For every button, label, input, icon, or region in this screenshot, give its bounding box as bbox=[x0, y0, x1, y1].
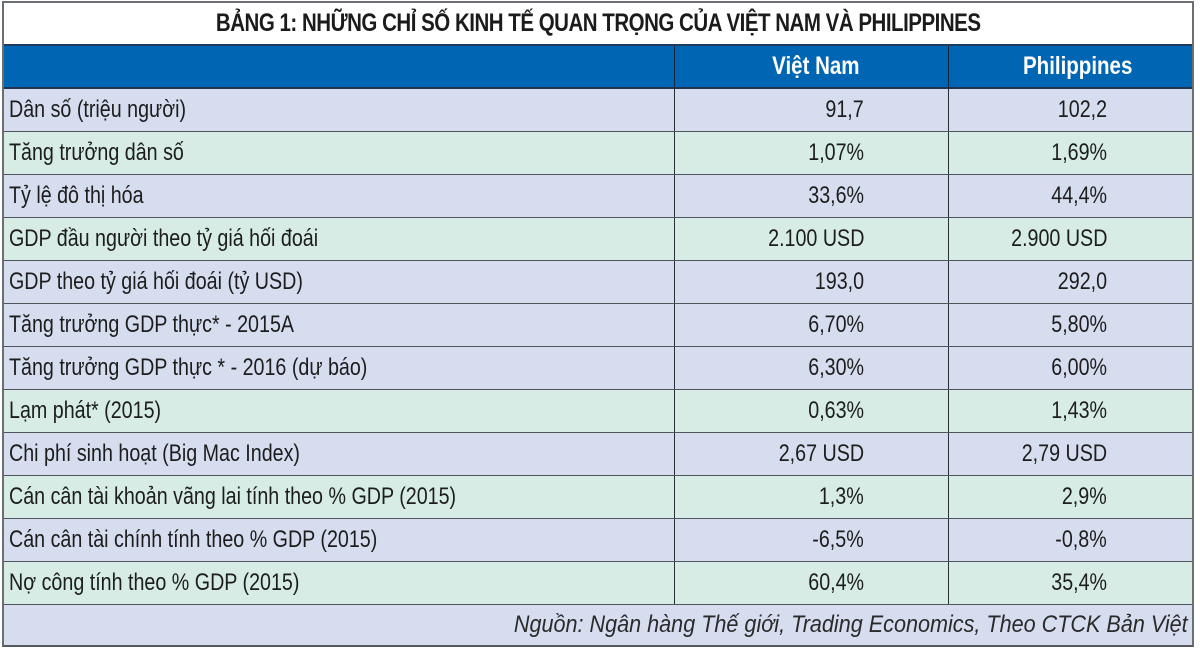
table-row: Tăng trưởng GDP thực * - 2016 (dự báo) 6… bbox=[4, 347, 1192, 390]
vietnam-value: 33,6% bbox=[808, 182, 864, 209]
vietnam-value: 6,70% bbox=[808, 311, 864, 338]
row-label: Chi phí sinh hoạt (Big Mac Index) bbox=[9, 440, 300, 467]
philippines-value: 1,43% bbox=[1051, 397, 1107, 424]
philippines-value: 35,4% bbox=[1051, 569, 1107, 596]
vietnam-value: 2,67 USD bbox=[778, 440, 864, 467]
row-label: GDP theo tỷ giá hối đoái (tỷ USD) bbox=[9, 268, 303, 295]
philippines-value: 2.900 USD bbox=[1010, 225, 1107, 252]
table-row: GDP đầu người theo tỷ giá hối đoái 2.100… bbox=[4, 218, 1192, 261]
row-label: Tăng trưởng dân số bbox=[9, 139, 184, 166]
table-row: GDP theo tỷ giá hối đoái (tỷ USD) 193,0 … bbox=[4, 261, 1192, 304]
vietnam-value: 0,63% bbox=[808, 397, 864, 424]
table-title-row: BẢNG 1: NHỮNG CHỈ SỐ KINH TẾ QUAN TRỌNG … bbox=[4, 3, 1192, 46]
table-row: Tăng trưởng dân số 1,07% 1,69% bbox=[4, 132, 1192, 175]
header-cell-indicator bbox=[4, 46, 674, 87]
table-row: Cán cân tài chính tính theo % GDP (2015)… bbox=[4, 519, 1192, 562]
header-philippines-label: Philippines bbox=[1022, 52, 1132, 80]
row-label: Tăng trưởng GDP thực* - 2015A bbox=[9, 311, 295, 338]
row-label: Cán cân tài khoản vãng lai tính theo % G… bbox=[9, 483, 457, 510]
philippines-value: 292,0 bbox=[1057, 268, 1107, 295]
row-label: Tăng trưởng GDP thực * - 2016 (dự báo) bbox=[9, 354, 368, 381]
table-row: Cán cân tài khoản vãng lai tính theo % G… bbox=[4, 476, 1192, 519]
vietnam-value: 2.100 USD bbox=[767, 225, 864, 252]
table-row: Nợ công tính theo % GDP (2015) 60,4% 35,… bbox=[4, 562, 1192, 605]
table-row: Chi phí sinh hoạt (Big Mac Index) 2,67 U… bbox=[4, 433, 1192, 476]
vietnam-value: 1,3% bbox=[819, 483, 864, 510]
table-row: Lạm phát* (2015) 0,63% 1,43% bbox=[4, 390, 1192, 433]
header-cell-vietnam: Việt Nam bbox=[674, 46, 948, 87]
table-row: Dân số (triệu người) 91,7 102,2 bbox=[4, 89, 1192, 132]
vietnam-value: -6,5% bbox=[812, 526, 864, 553]
vietnam-value: 6,30% bbox=[808, 354, 864, 381]
vietnam-value: 60,4% bbox=[808, 569, 864, 596]
economic-indicators-table: BẢNG 1: NHỮNG CHỈ SỐ KINH TẾ QUAN TRỌNG … bbox=[2, 1, 1194, 647]
row-label: Dân số (triệu người) bbox=[9, 96, 187, 123]
philippines-value: 102,2 bbox=[1057, 96, 1107, 123]
source-note: Nguồn: Ngân hàng Thế giới, Trading Econo… bbox=[514, 611, 1188, 638]
source-row: Nguồn: Ngân hàng Thế giới, Trading Econo… bbox=[4, 605, 1192, 645]
table-title: BẢNG 1: NHỮNG CHỈ SỐ KINH TẾ QUAN TRỌNG … bbox=[215, 9, 981, 37]
philippines-value: 6,00% bbox=[1051, 354, 1107, 381]
philippines-value: -0,8% bbox=[1055, 526, 1107, 553]
row-label: Cán cân tài chính tính theo % GDP (2015) bbox=[9, 526, 378, 553]
row-label: Tỷ lệ đô thị hóa bbox=[9, 182, 144, 209]
row-label: GDP đầu người theo tỷ giá hối đoái bbox=[9, 225, 319, 252]
row-label: Lạm phát* (2015) bbox=[9, 397, 162, 424]
vietnam-value: 91,7 bbox=[825, 96, 864, 123]
row-label: Nợ công tính theo % GDP (2015) bbox=[9, 569, 300, 596]
vietnam-value: 193,0 bbox=[814, 268, 864, 295]
philippines-value: 1,69% bbox=[1051, 139, 1107, 166]
table-row: Tăng trưởng GDP thực* - 2015A 6,70% 5,80… bbox=[4, 304, 1192, 347]
table-row: Tỷ lệ đô thị hóa 33,6% 44,4% bbox=[4, 175, 1192, 218]
philippines-value: 2,9% bbox=[1062, 483, 1107, 510]
table-header-row: Việt Nam Philippines bbox=[4, 46, 1192, 89]
philippines-value: 44,4% bbox=[1051, 182, 1107, 209]
header-cell-philippines: Philippines bbox=[948, 46, 1192, 87]
vietnam-value: 1,07% bbox=[808, 139, 864, 166]
philippines-value: 2,79 USD bbox=[1021, 440, 1107, 467]
header-vietnam-label: Việt Nam bbox=[772, 52, 860, 80]
philippines-value: 5,80% bbox=[1051, 311, 1107, 338]
